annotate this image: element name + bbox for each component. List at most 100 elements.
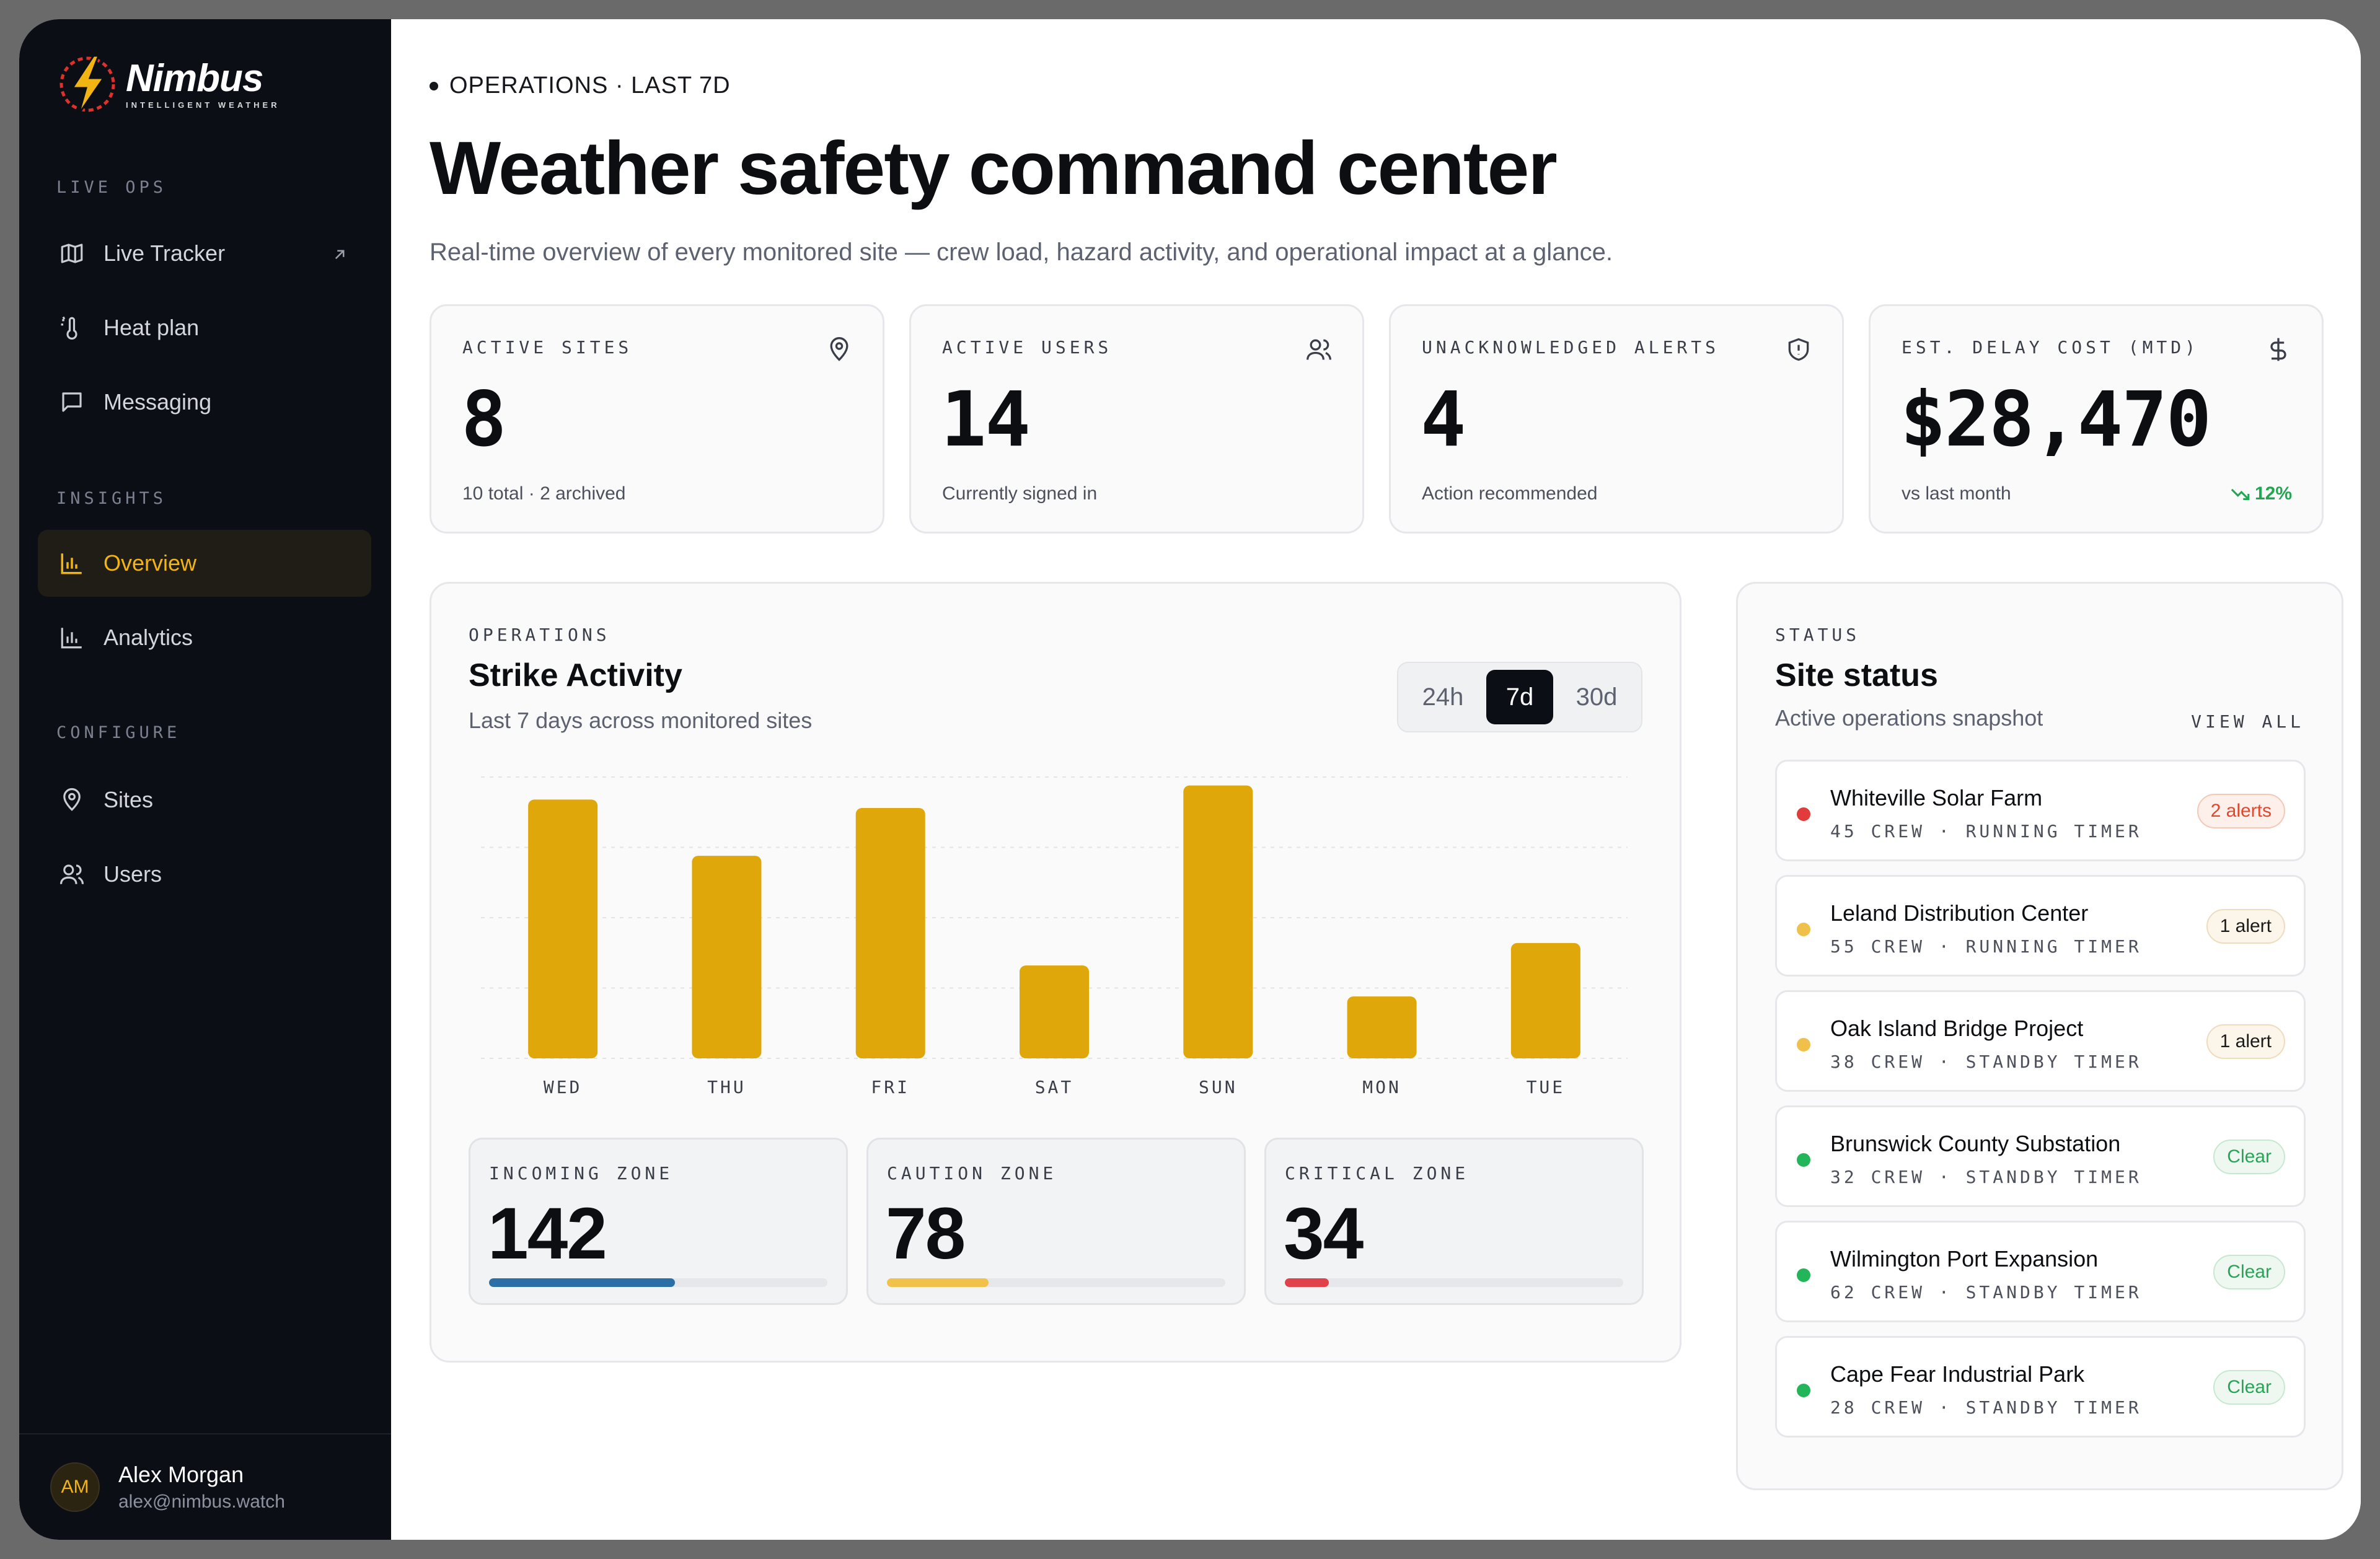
status-badge: Clear	[2213, 1370, 2285, 1405]
kpi-foot: Action recommended	[1422, 483, 1598, 504]
chart-tick-label: WED	[544, 1077, 583, 1097]
kpi-delay-cost: EST. DELAY COST (MTD) $28,470 vs last mo…	[1869, 304, 2324, 534]
kpi-foot: vs last month	[1902, 483, 2011, 504]
sidebar-item-users[interactable]: Users	[38, 841, 371, 908]
range-30d-button[interactable]: 30d	[1576, 683, 1618, 711]
site-card-brunswick[interactable]: Brunswick County Substation 32 CREW · STA…	[1775, 1105, 2306, 1207]
view-all-link[interactable]: VIEW ALL	[2191, 711, 2304, 732]
status-badge: Clear	[2213, 1255, 2285, 1289]
bar-chart-icon	[58, 623, 86, 652]
status-badge: 1 alert	[2206, 1024, 2285, 1059]
site-name: Cape Fear Industrial Park	[1830, 1361, 2085, 1387]
status-badge: Clear	[2213, 1140, 2285, 1174]
kpi-label: UNACKNOWLEDGED ALERTS	[1422, 337, 1720, 358]
status-dot-icon	[1797, 1384, 1810, 1397]
site-meta: 55 CREW · RUNNING TIMER	[1830, 936, 2142, 957]
zone-critical: CRITICAL ZONE 34	[1264, 1138, 1644, 1305]
range-24h-button[interactable]: 24h	[1422, 683, 1464, 711]
panel-title: Site status	[1775, 657, 1938, 693]
chart-tick-label: MON	[1362, 1077, 1401, 1097]
panel-subtitle: Last 7 days across monitored sites	[469, 708, 813, 733]
section-live-ops: LIVE OPS	[56, 178, 167, 197]
site-name: Brunswick County Substation	[1830, 1131, 2121, 1156]
range-selector: 24h 7d 30d	[1397, 662, 1642, 732]
sidebar-item-analytics[interactable]: Analytics	[38, 604, 371, 671]
zone-progress-track	[489, 1278, 827, 1287]
kpi-value: 8	[461, 375, 506, 463]
zone-label: CAUTION ZONE	[887, 1163, 1057, 1184]
chart-tick-label: THU	[707, 1077, 746, 1097]
strike-activity-panel: OPERATIONS Strike Activity Last 7 days a…	[430, 582, 1681, 1363]
sidebar-item-messaging[interactable]: Messaging	[38, 369, 371, 436]
zone-value: 34	[1284, 1193, 1364, 1275]
site-name: Oak Island Bridge Project	[1830, 1016, 2084, 1041]
zone-label: CRITICAL ZONE	[1285, 1163, 1470, 1184]
zone-progress-track	[887, 1278, 1225, 1287]
chart-bar-sat[interactable]	[1020, 965, 1089, 1058]
chart-tick-label: SUN	[1199, 1077, 1238, 1097]
kpi-active-users: ACTIVE USERS 14 Currently signed in	[909, 304, 1364, 534]
map-pin-icon	[826, 336, 853, 363]
thermometer-sun-icon	[58, 314, 86, 342]
site-meta: 38 CREW · STANDBY TIMER	[1830, 1052, 2142, 1072]
sidebar-item-label: Sites	[104, 787, 154, 812]
site-meta: 28 CREW · STANDBY TIMER	[1830, 1397, 2142, 1418]
zone-value: 142	[488, 1193, 607, 1275]
chart-bar-wed[interactable]	[528, 799, 598, 1058]
status-dot-icon	[1797, 1153, 1810, 1167]
external-link-icon	[330, 244, 349, 270]
sidebar: Nimbus INTELLIGENT WEATHER LIVE OPS Live…	[19, 19, 391, 1540]
zone-progress-fill	[1285, 1278, 1329, 1287]
brand-name: Nimbus	[126, 56, 263, 100]
chart-bar-mon[interactable]	[1347, 996, 1417, 1058]
sidebar-item-label: Overview	[104, 550, 197, 576]
users-icon	[58, 860, 86, 889]
panel-eyebrow: STATUS	[1775, 625, 1861, 645]
site-card-whiteville[interactable]: Whiteville Solar Farm 45 CREW · RUNNING T…	[1775, 760, 2306, 861]
zone-progress-fill	[489, 1278, 676, 1287]
range-7d-button[interactable]: 7d	[1486, 670, 1553, 724]
sidebar-item-label: Heat plan	[104, 315, 200, 340]
bullet-icon	[430, 81, 438, 90]
chart-bar-tue[interactable]	[1510, 942, 1580, 1058]
eyebrow-text: OPERATIONS · LAST 7D	[449, 72, 731, 99]
site-card-leland[interactable]: Leland Distribution Center 55 CREW · RUNN…	[1775, 875, 2306, 977]
zone-value: 78	[886, 1193, 966, 1275]
app-window: Nimbus INTELLIGENT WEATHER LIVE OPS Live…	[19, 19, 2361, 1540]
chart-bar-thu[interactable]	[692, 856, 762, 1058]
status-badge: 2 alerts	[2197, 794, 2285, 828]
status-dot-icon	[1797, 1038, 1810, 1052]
site-meta: 62 CREW · STANDBY TIMER	[1830, 1282, 2142, 1302]
site-name: Leland Distribution Center	[1830, 900, 2089, 926]
sidebar-item-label: Analytics	[104, 625, 193, 650]
panel-title: Strike Activity	[469, 657, 682, 693]
page-subtitle: Real-time overview of every monitored si…	[430, 239, 1613, 266]
sidebar-item-live-tracker[interactable]: Live Tracker	[38, 220, 371, 287]
chart-bar-sun[interactable]	[1183, 785, 1253, 1058]
chart-bar-fri[interactable]	[855, 807, 925, 1058]
map-pin-icon	[58, 786, 86, 814]
trend-value: 12%	[2254, 483, 2292, 504]
sidebar-item-sites[interactable]: Sites	[38, 766, 371, 833]
status-dot-icon	[1797, 807, 1810, 821]
brand-tagline: INTELLIGENT WEATHER	[126, 100, 280, 110]
status-badge: 1 alert	[2206, 909, 2285, 944]
brand-logo[interactable]: Nimbus INTELLIGENT WEATHER	[55, 50, 280, 118]
site-meta: 32 CREW · STANDBY TIMER	[1830, 1167, 2142, 1187]
sidebar-item-heat-plan[interactable]: Heat plan	[38, 294, 371, 361]
sidebar-item-label: Live Tracker	[104, 240, 226, 266]
strike-bar-chart: WED THU FRI SAT SUN MON TUE	[481, 776, 1628, 1097]
site-card-wilmington[interactable]: Wilmington Port Expansion 62 CREW · STAND…	[1775, 1221, 2306, 1322]
users-icon	[1305, 336, 1333, 363]
user-email: alex@nimbus.watch	[118, 1491, 285, 1512]
kpi-value: 4	[1421, 375, 1466, 463]
page-eyebrow: OPERATIONS · LAST 7D	[430, 72, 731, 99]
sidebar-item-overview[interactable]: Overview	[38, 530, 371, 597]
site-card-cape-fear[interactable]: Cape Fear Industrial Park 28 CREW · STAND…	[1775, 1336, 2306, 1438]
main-content: OPERATIONS · LAST 7D Weather safety comm…	[391, 19, 2361, 1540]
lightning-logo-icon	[55, 52, 120, 116]
user-profile[interactable]: AM Alex Morgan alex@nimbus.watch	[19, 1433, 391, 1540]
message-square-icon	[58, 388, 86, 416]
site-name: Wilmington Port Expansion	[1830, 1246, 2099, 1271]
site-card-oak-island[interactable]: Oak Island Bridge Project 38 CREW · STAND…	[1775, 990, 2306, 1092]
